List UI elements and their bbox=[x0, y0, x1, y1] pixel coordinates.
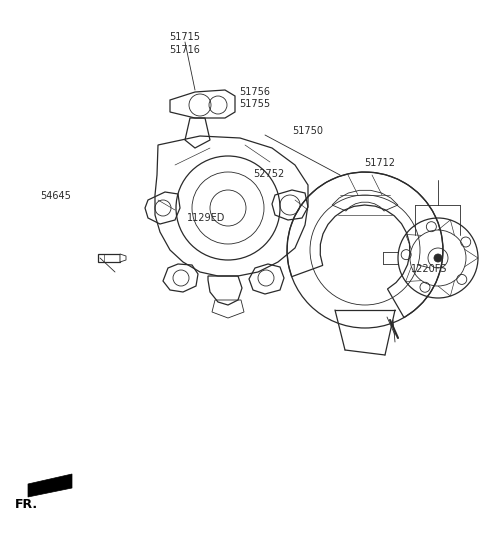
Text: FR.: FR. bbox=[15, 498, 38, 510]
Text: 54645: 54645 bbox=[40, 191, 71, 201]
Text: 51712: 51712 bbox=[364, 158, 395, 168]
Text: 52752: 52752 bbox=[253, 169, 285, 179]
Circle shape bbox=[434, 254, 442, 262]
Text: 51756
51755: 51756 51755 bbox=[239, 86, 270, 109]
Text: 51715
51716: 51715 51716 bbox=[169, 32, 200, 55]
Polygon shape bbox=[98, 254, 120, 262]
Text: 1220FS: 1220FS bbox=[411, 264, 448, 274]
Polygon shape bbox=[120, 254, 126, 262]
Text: 1129ED: 1129ED bbox=[187, 213, 226, 222]
Polygon shape bbox=[28, 474, 72, 497]
Text: 51750: 51750 bbox=[292, 126, 323, 135]
